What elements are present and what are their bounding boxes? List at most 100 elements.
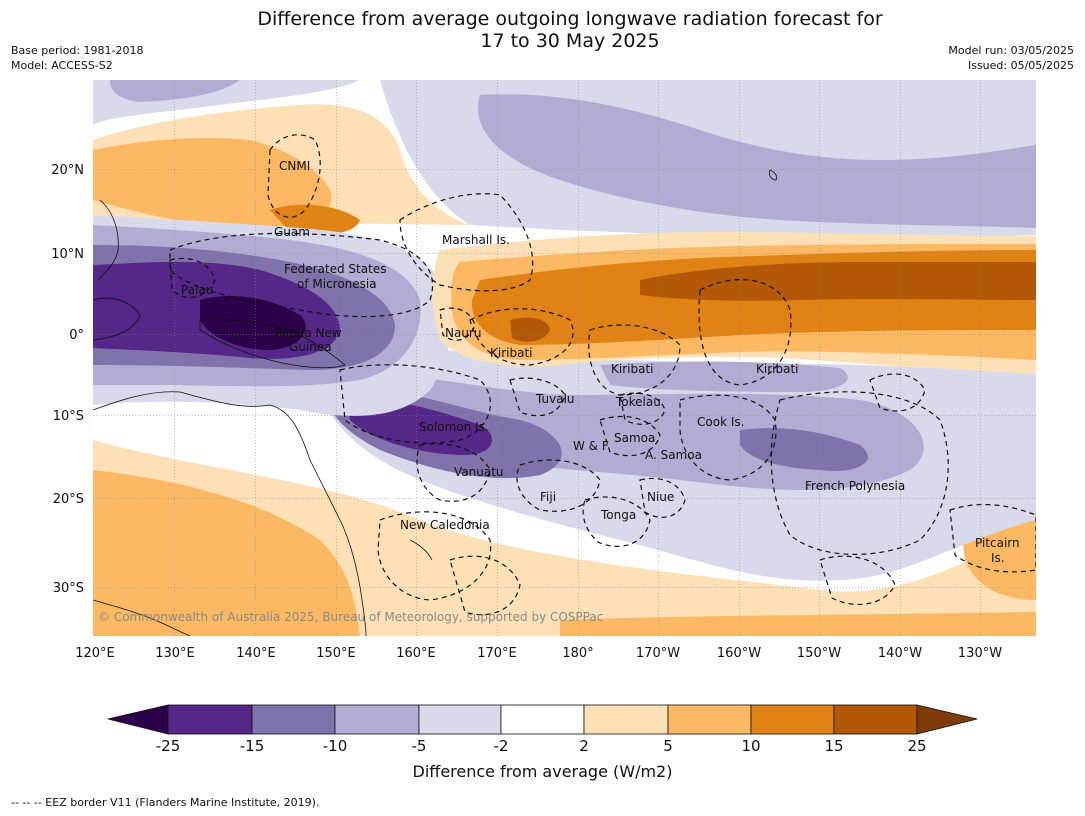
colorbar-segment (667, 704, 752, 735)
eez-solomon (339, 364, 491, 444)
label-solomon: Solomon Is. (419, 420, 489, 434)
lon-tick: 120°E (75, 646, 115, 661)
label-kiribati-w: Kiribati (490, 346, 532, 360)
colorbar: -25 -15 -10 -5 -2 2 5 10 15 25 (107, 704, 978, 755)
title-line-2: 17 to 30 May 2025 (480, 30, 660, 52)
colorbar-segment (750, 704, 835, 735)
lon-tick: 180° (562, 646, 593, 661)
south-bottom-pos (560, 612, 1036, 636)
label-newcal: New Caledonia (400, 518, 490, 532)
eez-fsm (169, 232, 434, 318)
model-run: Model run: 03/05/2025 (948, 44, 1074, 57)
base-period: Base period: 1981-2018 (11, 44, 144, 57)
lon-tick: 160°W (717, 646, 761, 661)
label-frpoly: French Polynesia (805, 479, 905, 493)
label-asamoa: A. Samoa (645, 448, 702, 462)
eez-kiribati-e (698, 279, 792, 386)
label-cook: Cook Is. (697, 415, 744, 429)
label-cnmi: CNMI (279, 159, 310, 173)
australia-coast (93, 391, 367, 636)
eez-frpoly-e (869, 373, 926, 412)
lon-tick: 130°W (958, 646, 1002, 661)
label-png-1: Papua New (275, 326, 342, 340)
colorbar-tick: 2 (579, 737, 589, 755)
colorbar-segment (500, 704, 585, 735)
label-nauru: Nauru (445, 326, 481, 340)
cp-mid (600, 361, 848, 392)
eez-southwest (449, 555, 521, 616)
lon-tick: 140°W (878, 646, 922, 661)
lon-tick: 160°E (396, 646, 436, 661)
colorbar-segment (583, 704, 669, 735)
gridlines (93, 80, 1036, 636)
colorbar-min-extend (107, 704, 169, 735)
label-pitcairn-2: Is. (991, 551, 1005, 565)
lat-tick: 10°N (51, 247, 84, 262)
colorbar-segment (833, 704, 918, 735)
eez-tokelau (619, 392, 666, 425)
colorbar-tick: -10 (323, 737, 348, 755)
colorbar-label: Difference from average (W/m2) (412, 762, 673, 781)
colorbar-segment (167, 704, 253, 735)
colorbar-max-extend (916, 704, 978, 735)
label-tuvalu: Tuvalu (535, 392, 575, 406)
nw-mid (110, 80, 240, 102)
label-tonga: Tonga (600, 508, 636, 522)
eez-frpoly (770, 391, 949, 555)
eq-pos-max-w (510, 317, 550, 342)
ne-mid (478, 94, 1036, 228)
nz-coast (93, 599, 191, 636)
eez-cook (679, 394, 777, 481)
new-caledonia-coast (409, 539, 433, 561)
label-samoa: Samoa (614, 431, 655, 445)
label-fiji: Fiji (540, 490, 556, 504)
colorbar-segment (334, 704, 420, 735)
lon-tick: 170°E (477, 646, 517, 661)
copyright-text: © Commonwealth of Australia 2025, Bureau… (98, 610, 603, 624)
label-marshall: Marshall Is. (442, 233, 510, 247)
lon-tick: 150°W (797, 646, 841, 661)
colorbar-tick: 10 (741, 737, 760, 755)
label-wf: W & F (573, 439, 609, 453)
lat-tick: 20°S (53, 492, 84, 507)
place-labels: CNMI Guam Marshall Is. Federated States … (181, 159, 1020, 565)
colorbar-tick: 15 (824, 737, 843, 755)
colorbar-tick: -5 (412, 737, 427, 755)
lat-tick: 10°S (53, 409, 84, 424)
title-line-1: Difference from average outgoing longwav… (257, 8, 883, 30)
label-png-2: Guinea (289, 340, 332, 354)
colorbar-tick: -15 (240, 737, 265, 755)
eq-pos-max (640, 262, 1036, 301)
png-coast (199, 319, 346, 369)
eez-note: -- -- -- EEZ border V11 (Flanders Marine… (11, 796, 320, 809)
colorbar-tick: 5 (663, 737, 673, 755)
eez-kiribati-w (469, 308, 574, 366)
eez-samoa (599, 415, 661, 457)
eez-marshall (399, 193, 534, 292)
map-title: Difference from average outgoing longwav… (0, 8, 1085, 52)
eez-vanuatu (416, 443, 491, 502)
longitude-ticks: 120°E 130°E 140°E 150°E 160°E 170°E 180°… (75, 646, 1002, 661)
cook-purple (740, 428, 868, 471)
lat-tick: 30°S (53, 581, 84, 596)
meta-right: Model run: 03/05/2025 Issued: 05/05/2025 (948, 43, 1074, 73)
anomaly-field: CNMI Guam Marshall Is. Federated States … (93, 80, 1036, 636)
hawaii-coast (769, 169, 778, 181)
eez-south-cook (819, 555, 896, 606)
label-fsm-1: Federated States (284, 262, 386, 276)
coastlines (93, 169, 778, 636)
lat-tick: 0° (69, 328, 84, 343)
south-pos-inner (93, 470, 360, 636)
colorbar-tick: -25 (156, 737, 181, 755)
label-vanuatu: Vanuatu (454, 465, 504, 479)
latitude-ticks: 20°N 10°N 0° 10°S 20°S 30°S (51, 163, 84, 596)
meta-left: Base period: 1981-2018 Model: ACCESS-S2 (11, 43, 143, 73)
colorbar-tick: 25 (907, 737, 926, 755)
model-name: Model: ACCESS-S2 (11, 59, 113, 72)
eez-kiribati-c (588, 324, 681, 396)
label-pitcairn-1: Pitcairn (975, 536, 1020, 550)
eez-tuvalu (509, 377, 566, 417)
eez-borders (169, 134, 1036, 616)
eez-niue (639, 477, 686, 518)
